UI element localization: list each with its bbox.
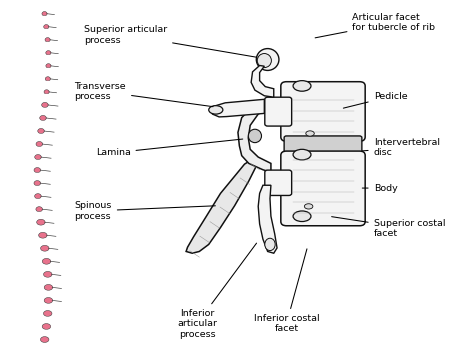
Ellipse shape bbox=[36, 219, 45, 225]
Ellipse shape bbox=[36, 142, 43, 147]
Text: Inferior
articular
process: Inferior articular process bbox=[177, 243, 256, 339]
Ellipse shape bbox=[304, 204, 313, 209]
Polygon shape bbox=[238, 99, 271, 172]
FancyBboxPatch shape bbox=[284, 136, 362, 156]
Ellipse shape bbox=[45, 77, 50, 81]
Ellipse shape bbox=[42, 258, 51, 264]
Ellipse shape bbox=[41, 245, 49, 251]
Ellipse shape bbox=[306, 131, 314, 136]
Text: Spinous
process: Spinous process bbox=[74, 201, 215, 221]
FancyBboxPatch shape bbox=[265, 170, 292, 196]
Ellipse shape bbox=[38, 233, 47, 238]
Ellipse shape bbox=[44, 311, 52, 316]
Text: Pedicle: Pedicle bbox=[343, 92, 407, 108]
Ellipse shape bbox=[293, 211, 311, 222]
FancyBboxPatch shape bbox=[281, 82, 365, 141]
Ellipse shape bbox=[40, 115, 46, 120]
FancyBboxPatch shape bbox=[265, 97, 292, 126]
Text: Articular facet
for tubercle of rib: Articular facet for tubercle of rib bbox=[315, 13, 436, 38]
Ellipse shape bbox=[35, 193, 41, 199]
Ellipse shape bbox=[265, 238, 275, 251]
Ellipse shape bbox=[45, 38, 50, 42]
Ellipse shape bbox=[256, 49, 279, 70]
FancyBboxPatch shape bbox=[281, 151, 365, 226]
Polygon shape bbox=[258, 185, 277, 253]
Ellipse shape bbox=[42, 103, 48, 108]
Text: Body: Body bbox=[362, 184, 397, 192]
Ellipse shape bbox=[36, 207, 43, 212]
Polygon shape bbox=[210, 99, 264, 117]
Text: Lamina: Lamina bbox=[96, 139, 243, 157]
Ellipse shape bbox=[40, 337, 49, 343]
Text: Superior articular
process: Superior articular process bbox=[84, 25, 257, 57]
Ellipse shape bbox=[34, 181, 41, 186]
Ellipse shape bbox=[44, 24, 49, 29]
Ellipse shape bbox=[293, 81, 311, 91]
Ellipse shape bbox=[248, 129, 262, 143]
Ellipse shape bbox=[42, 12, 47, 16]
Ellipse shape bbox=[209, 106, 223, 114]
Ellipse shape bbox=[293, 149, 311, 160]
Text: Inferior costal
facet: Inferior costal facet bbox=[254, 249, 319, 333]
Text: Transverse
process: Transverse process bbox=[74, 82, 213, 107]
Text: Superior costal
facet: Superior costal facet bbox=[332, 217, 445, 238]
Ellipse shape bbox=[35, 154, 41, 160]
Ellipse shape bbox=[46, 64, 51, 68]
Ellipse shape bbox=[38, 129, 45, 133]
Ellipse shape bbox=[44, 284, 53, 290]
Ellipse shape bbox=[42, 324, 51, 329]
Ellipse shape bbox=[257, 54, 272, 67]
Text: Intervertebral
disc: Intervertebral disc bbox=[362, 138, 440, 157]
Ellipse shape bbox=[44, 297, 53, 303]
Ellipse shape bbox=[44, 272, 52, 277]
Ellipse shape bbox=[34, 168, 41, 173]
Ellipse shape bbox=[46, 51, 51, 55]
Ellipse shape bbox=[44, 90, 49, 94]
Polygon shape bbox=[186, 160, 257, 253]
Polygon shape bbox=[251, 65, 274, 97]
